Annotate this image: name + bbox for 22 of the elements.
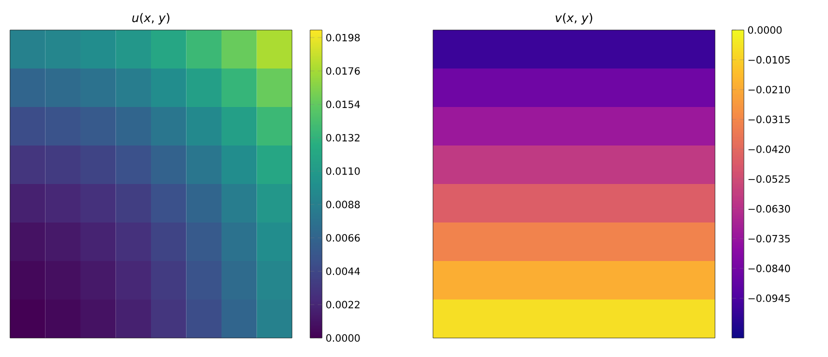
color-bar-label: 0.0132	[326, 134, 360, 142]
color-bar-label: 0.0000	[326, 334, 360, 342]
color-bar-label: 0.0066	[326, 234, 360, 242]
color-bar-label: −0.0105	[748, 56, 790, 64]
color-bar-label: 0.0000	[748, 26, 782, 34]
color-bar-label: 0.0110	[326, 167, 360, 175]
color-bar-label: 0.0198	[326, 34, 360, 42]
color-bar-label: −0.0840	[748, 264, 790, 272]
color-bar-label: −0.0315	[748, 116, 790, 124]
color-bar-label: −0.0420	[748, 145, 790, 153]
color-bar-label: −0.0525	[748, 175, 790, 183]
chart-title: u(x, y)	[132, 12, 170, 25]
color-bar-label: −0.0210	[748, 86, 790, 94]
color-bar-label: 0.0154	[326, 100, 360, 108]
color-bar-label: −0.0630	[748, 205, 790, 213]
color-bar-label: 0.0044	[326, 267, 360, 276]
chart-title: v(x, y)	[556, 12, 592, 25]
color-bar-label: 0.0088	[326, 200, 360, 208]
color-bar-label: 0.0176	[326, 67, 360, 75]
color-bar-label: 0.0022	[326, 300, 360, 308]
color-bar-label: −0.0735	[748, 234, 790, 242]
color-bar-label: −0.0945	[748, 294, 790, 302]
